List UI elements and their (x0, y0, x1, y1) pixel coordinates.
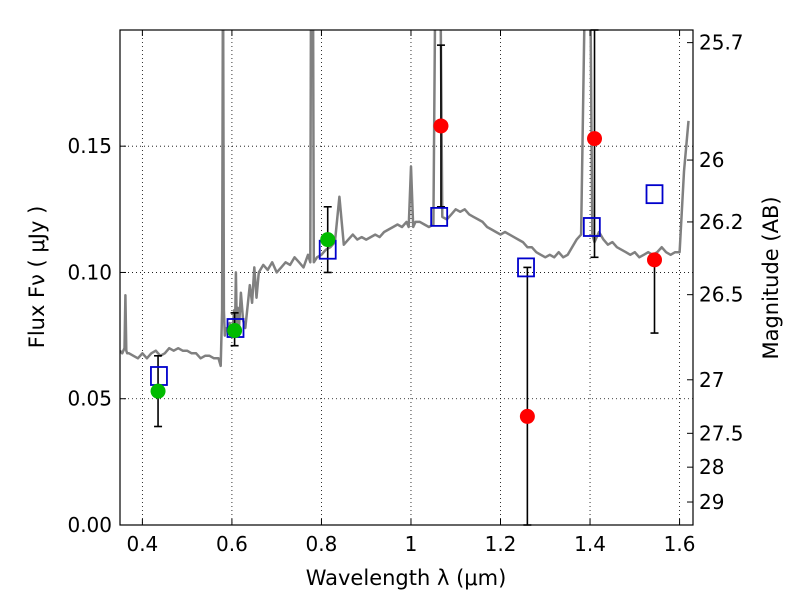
model-spectrum-layer (120, 30, 690, 368)
data-points-layer (150, 29, 664, 526)
x-tick-label: 1.4 (574, 532, 606, 556)
x-tick-label: 1.2 (485, 532, 517, 556)
plot-frame (119, 29, 694, 526)
y-tick-label: 0.10 (67, 260, 112, 284)
y-tick-label: 0.05 (67, 387, 112, 411)
observed-flux-point (433, 118, 449, 134)
observed-flux-point (320, 232, 336, 248)
y-tick-label: 0.00 (67, 513, 112, 537)
right-tick-label: 29 (699, 490, 724, 514)
x-tick-label: 1 (405, 532, 418, 556)
model-flux-square (517, 257, 535, 278)
observed-flux-point (647, 252, 663, 268)
right-tick-label: 25.7 (699, 31, 744, 55)
x-tick-label: 0.6 (216, 532, 248, 556)
right-tick-label: 26 (699, 148, 724, 172)
x-axis-label: Wavelength λ (μm) (306, 566, 507, 590)
y-axis-label: Flux Fν ( μJy ) (25, 206, 49, 349)
observed-flux-point (587, 131, 603, 147)
x-tick-label: 0.8 (306, 532, 338, 556)
right-tick-label: 27.5 (699, 421, 744, 445)
model-spectrum-line (120, 30, 690, 368)
right-tick-label: 26.2 (699, 210, 744, 234)
right-axis-label: Magnitude (AB) (759, 196, 783, 359)
grid (120, 30, 693, 525)
model-flux-square (645, 184, 664, 205)
right-tick-label: 27 (699, 368, 724, 392)
observed-flux-point (227, 323, 243, 339)
observed-flux-point (519, 408, 535, 424)
model-flux-square (430, 206, 449, 227)
x-tick-label: 0.4 (126, 532, 158, 556)
right-tick-label: 26.5 (699, 283, 744, 307)
right-tick-label: 28 (699, 455, 724, 479)
model-flux-square (582, 217, 601, 237)
observed-flux-point (150, 383, 166, 399)
x-tick-label: 1.6 (664, 532, 696, 556)
y-tick-label: 0.15 (67, 134, 112, 158)
plot-background (120, 30, 693, 525)
ticks: 0.4 0.6 0.8 1 1.2 1.4 1.6 0.00 0.05 0.10 0.15 25.7 2… (67, 30, 744, 556)
